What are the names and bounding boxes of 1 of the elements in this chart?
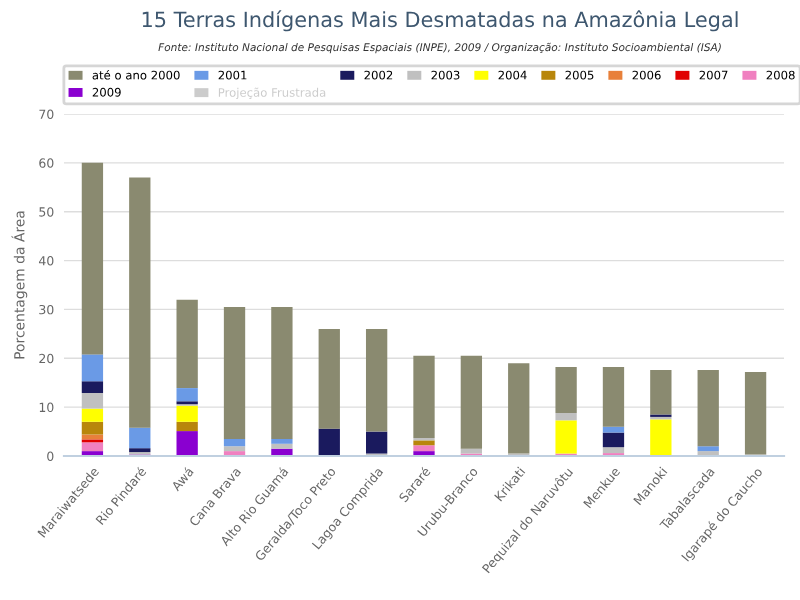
chart-title: 15 Terras Indígenas Mais Desmatadas na Amazônia Legal bbox=[142, 10, 738, 32]
